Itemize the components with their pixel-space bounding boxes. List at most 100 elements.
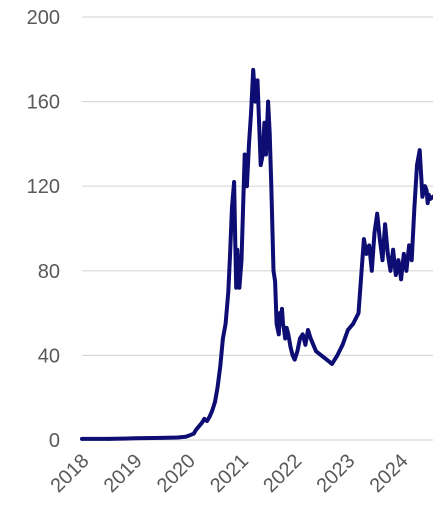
data-point xyxy=(380,258,385,263)
data-point xyxy=(319,353,324,358)
data-point xyxy=(282,328,286,332)
data-point xyxy=(215,385,220,389)
data-point xyxy=(290,353,295,358)
data-point xyxy=(269,184,274,188)
x-tick-label: 2022 xyxy=(259,450,306,497)
data-point xyxy=(286,332,291,337)
data-point xyxy=(295,349,300,354)
data-point xyxy=(281,321,285,326)
data-point xyxy=(199,421,204,425)
data-point xyxy=(424,188,429,193)
data-point xyxy=(404,269,409,273)
data-point xyxy=(283,336,288,341)
data-point xyxy=(324,357,329,362)
series-line xyxy=(80,67,433,441)
data-point xyxy=(251,68,255,72)
data-point xyxy=(386,252,390,256)
data-point xyxy=(362,237,366,241)
data-point xyxy=(394,273,398,277)
data-point xyxy=(428,197,433,201)
data-point xyxy=(425,201,430,205)
data-point xyxy=(233,237,237,241)
data-point xyxy=(271,269,276,273)
data-point xyxy=(80,437,84,441)
x-tick-label: 2019 xyxy=(100,450,147,497)
data-point xyxy=(207,414,212,419)
data-point xyxy=(402,252,406,256)
y-tick-label: 0 xyxy=(49,430,60,452)
data-point xyxy=(228,258,232,263)
data-point xyxy=(399,277,403,282)
data-point xyxy=(383,222,387,227)
data-point xyxy=(288,345,293,349)
data-point xyxy=(194,427,199,432)
data-point xyxy=(160,436,164,440)
data-point xyxy=(280,307,284,311)
x-tick-label: 2021 xyxy=(206,450,253,497)
data-point xyxy=(236,269,241,273)
y-tick-label: 40 xyxy=(38,345,60,367)
data-point xyxy=(284,326,289,330)
data-point xyxy=(375,211,380,216)
x-tick-label: 2023 xyxy=(312,450,359,497)
data-point xyxy=(330,362,334,366)
data-point xyxy=(241,205,245,210)
data-point xyxy=(407,243,411,248)
data-point xyxy=(420,195,425,199)
x-tick-label: 2024 xyxy=(366,450,413,497)
data-point xyxy=(106,437,111,441)
data-point xyxy=(311,343,316,347)
data-point xyxy=(278,311,282,315)
data-point xyxy=(298,336,302,341)
x-axis-labels: 2018 2019 2020 2021 2022 2023 2024 xyxy=(47,450,413,497)
y-tick-label: 120 xyxy=(27,176,60,198)
data-point xyxy=(133,436,137,441)
data-point xyxy=(261,152,265,157)
data-point xyxy=(253,99,258,104)
data-point xyxy=(370,269,374,273)
data-point xyxy=(249,110,253,114)
data-point xyxy=(262,121,267,125)
data-point xyxy=(232,180,236,184)
data-point xyxy=(234,285,238,290)
data-point xyxy=(388,269,393,273)
data-point xyxy=(255,78,260,83)
data-point xyxy=(242,152,247,157)
data-point xyxy=(266,99,270,104)
data-point xyxy=(274,321,279,326)
data-point xyxy=(351,321,356,326)
data-point xyxy=(183,435,188,439)
data-point xyxy=(409,258,414,263)
data-point xyxy=(314,349,318,354)
y-axis-labels: 0 40 80 120 160 200 xyxy=(27,7,60,452)
data-point xyxy=(367,243,372,248)
data-point xyxy=(308,336,313,341)
data-point xyxy=(364,252,369,256)
data-point xyxy=(372,230,377,235)
data-point xyxy=(273,279,277,284)
x-tick-label: 2018 xyxy=(47,450,94,497)
data-point xyxy=(237,285,242,290)
data-point xyxy=(223,321,228,326)
data-point xyxy=(292,357,297,362)
data-point xyxy=(210,408,215,413)
data-point xyxy=(391,247,395,252)
data-point xyxy=(245,184,249,188)
data-point xyxy=(221,336,225,341)
data-point xyxy=(235,247,240,252)
data-point xyxy=(300,332,305,337)
data-point xyxy=(267,131,272,136)
x-tick-label: 2020 xyxy=(153,450,200,497)
data-point xyxy=(213,400,217,404)
data-point xyxy=(218,364,223,368)
data-point xyxy=(202,417,207,421)
data-point xyxy=(257,121,261,125)
data-point xyxy=(426,192,431,197)
data-point xyxy=(191,431,196,436)
data-point xyxy=(378,237,382,241)
data-point xyxy=(417,148,422,152)
y-tick-label: 80 xyxy=(38,261,60,283)
y-tick-label: 160 xyxy=(27,92,60,114)
data-point xyxy=(186,434,191,438)
